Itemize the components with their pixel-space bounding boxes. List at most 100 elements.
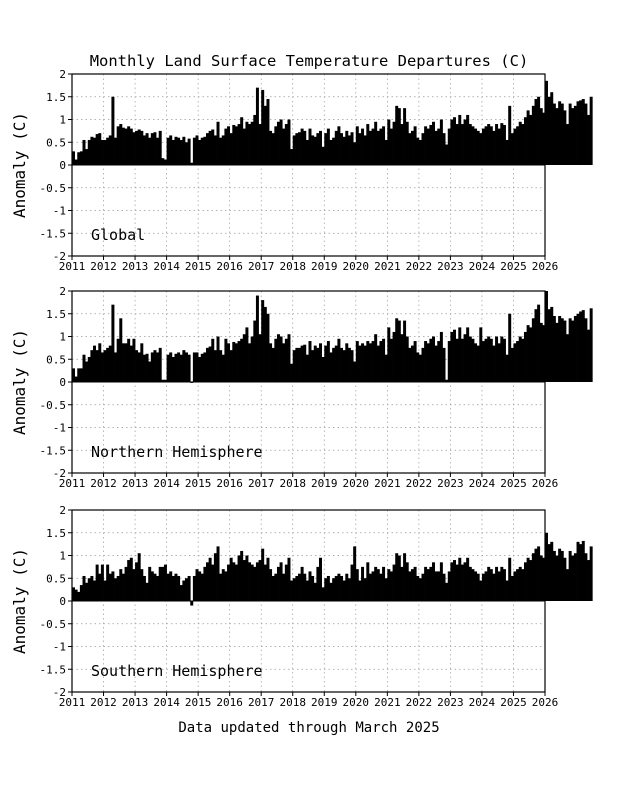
bar [93, 137, 96, 165]
bar [510, 347, 514, 383]
bar [229, 557, 233, 601]
bar [573, 553, 577, 601]
bar [379, 128, 383, 165]
bar [111, 571, 115, 601]
bar [568, 550, 572, 601]
bar [116, 338, 120, 382]
y-tick-label: 2 [59, 68, 66, 81]
bar [145, 133, 149, 165]
bar [573, 316, 577, 382]
bar [171, 575, 175, 601]
bar [458, 327, 462, 382]
bar [266, 313, 270, 382]
bar [529, 114, 533, 165]
bar [227, 343, 231, 382]
bar [326, 128, 330, 165]
bar [476, 345, 480, 382]
bar [171, 356, 175, 382]
bar [300, 566, 304, 602]
bar [248, 562, 252, 601]
bar [258, 560, 262, 601]
bar [500, 566, 504, 602]
bar [132, 338, 136, 382]
bar [579, 100, 583, 165]
bar [539, 555, 543, 601]
bar [579, 311, 583, 382]
bar [537, 304, 541, 382]
bar [227, 564, 231, 601]
bar [516, 569, 520, 601]
bar [479, 580, 483, 601]
bar [313, 136, 317, 165]
bar [529, 560, 533, 601]
bar [148, 137, 152, 165]
bar [389, 128, 393, 165]
bar [292, 135, 296, 165]
bar [558, 316, 562, 382]
bar [547, 309, 551, 382]
bar [74, 376, 78, 382]
bar [203, 352, 207, 382]
x-tick-label: 2016 [216, 260, 243, 273]
bar [90, 575, 94, 601]
bar [542, 325, 546, 383]
bar [347, 135, 351, 165]
bar [95, 134, 99, 165]
bar [350, 564, 354, 601]
bar [332, 137, 336, 165]
bar [316, 133, 320, 165]
bar [347, 347, 351, 383]
bar [142, 575, 146, 601]
bar [245, 327, 249, 382]
bar [492, 345, 496, 382]
bar [224, 128, 228, 165]
y-tick-label: -1.5 [40, 663, 67, 676]
bar [455, 338, 459, 382]
bar [495, 566, 499, 602]
bar [587, 560, 591, 601]
bar [392, 121, 396, 165]
bar [368, 573, 372, 601]
bar [505, 354, 509, 382]
bar [295, 575, 299, 601]
bar [518, 336, 522, 382]
x-tick-label: 2017 [248, 696, 275, 709]
bar [437, 341, 441, 382]
bar [171, 139, 175, 165]
bar [177, 137, 181, 165]
bar [324, 133, 328, 165]
bar [245, 555, 249, 601]
x-tick-label: 2016 [216, 477, 243, 490]
x-tick-label: 2023 [437, 477, 464, 490]
bar [269, 343, 273, 382]
bar [295, 133, 299, 165]
bar [576, 101, 580, 165]
bar [545, 80, 548, 165]
bar [279, 562, 283, 601]
bar [211, 564, 215, 601]
y-tick-label: -1 [53, 205, 66, 218]
bar [371, 341, 375, 382]
bar [416, 352, 420, 382]
bar [337, 338, 341, 382]
bar [137, 129, 141, 165]
bar [581, 540, 585, 601]
bar [242, 334, 246, 382]
bar [571, 320, 575, 382]
bar [224, 338, 228, 382]
bar [282, 343, 286, 382]
bar [497, 571, 501, 601]
bar [426, 128, 430, 165]
bar [116, 575, 120, 601]
bar [413, 126, 417, 165]
bar [153, 350, 157, 382]
bar [82, 139, 86, 165]
bar [129, 128, 133, 165]
bar [334, 130, 338, 166]
bar [384, 354, 388, 382]
bar [206, 133, 209, 165]
bar [292, 578, 296, 601]
